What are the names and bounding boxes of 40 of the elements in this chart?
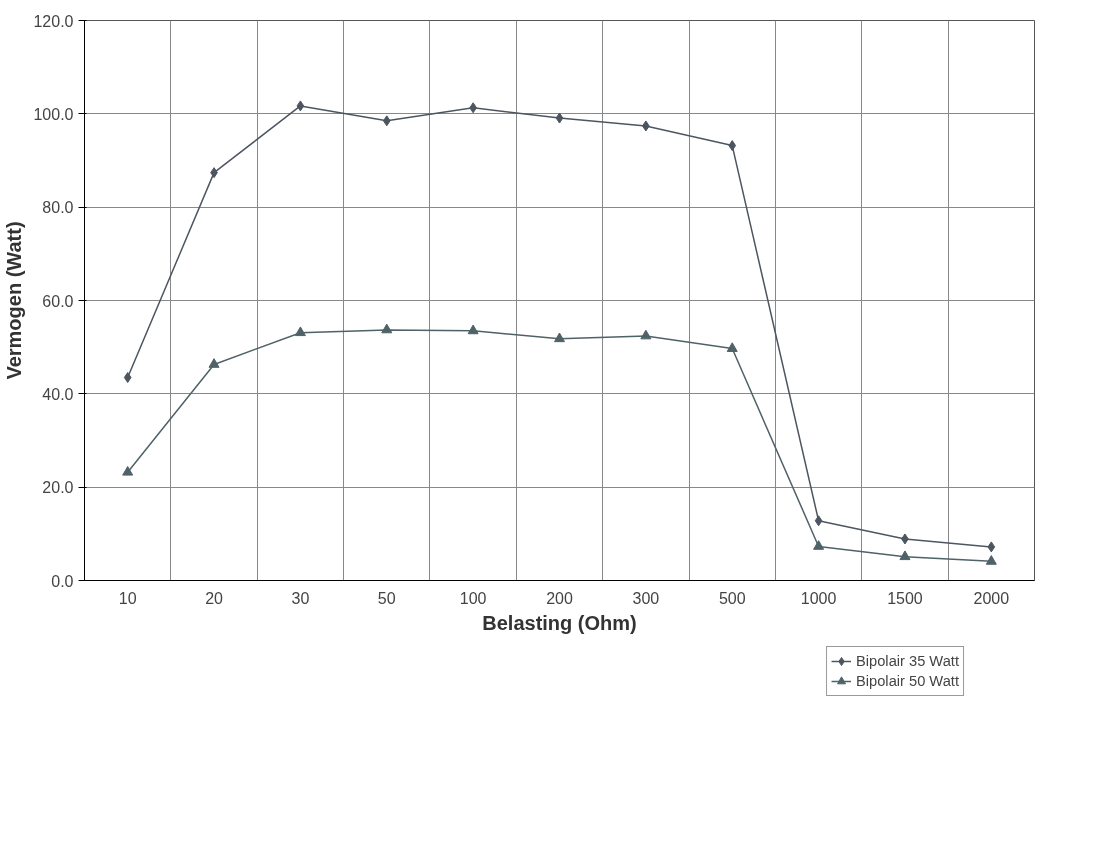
point [640,329,652,340]
x-tick-label: 500 [718,589,746,607]
x-tick-label: 1500 [887,589,923,607]
x-tick-label: 100 [459,589,487,607]
point [985,555,997,565]
point [899,550,911,561]
x-tick-label: 20 [205,589,224,607]
y-tick-label: 20.0 [42,479,74,497]
y-tick-label: 120.0 [33,12,74,30]
point [123,372,132,383]
y-tick-label: 40.0 [42,385,74,403]
y-tick-label: 0.0 [51,572,74,590]
point [382,115,391,127]
point [208,358,220,368]
point [296,100,305,112]
point [122,465,134,476]
point [728,140,737,152]
x-tick-label: 10 [118,589,137,607]
x-tick-label: 300 [632,589,660,607]
y-tick-label: 60.0 [42,292,74,310]
point [813,540,825,550]
legend-label: Bipolair 35 Watt [856,653,959,669]
point [555,112,564,124]
point [294,326,306,337]
point [987,541,996,553]
x-axis-title: Belasting (Ohm) [482,611,637,634]
x-tick-label: 200 [546,589,573,607]
x-tick-label: 1000 [800,589,837,607]
y-tick-label: 100.0 [33,105,74,123]
point [554,332,565,343]
point [381,323,393,334]
point [814,515,823,527]
x-tick-label: 30 [291,589,310,607]
point [726,342,738,352]
y-tick-label: 80.0 [42,199,74,217]
legend-label: Bipolair 50 Watt [856,673,959,689]
point [467,324,479,335]
x-tick-label: 2000 [973,589,1010,607]
y-axis-title: Vermogen (Watt) [3,221,26,380]
x-tick-label: 50 [377,589,396,607]
